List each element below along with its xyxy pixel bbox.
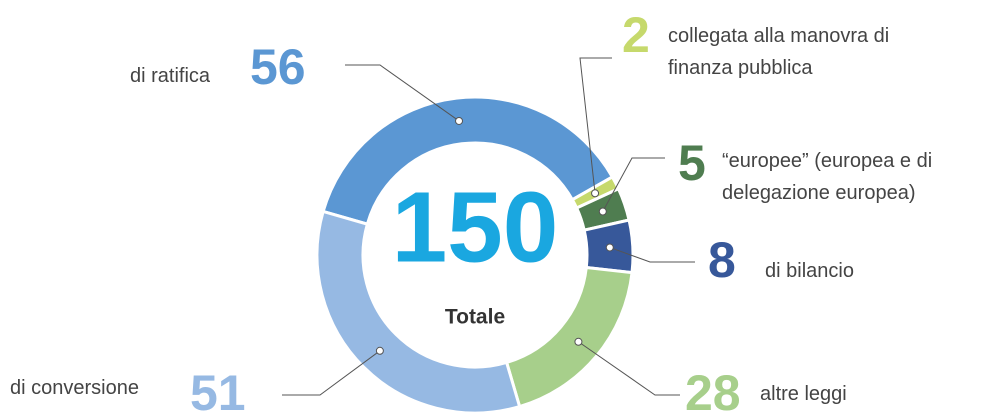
- leader-dot: [375, 346, 384, 355]
- category-label: collegata alla manovra di finanza pubbli…: [668, 25, 890, 79]
- category-label: “europee” (europea e di delegazione euro…: [722, 150, 933, 204]
- category-label: di conversione: [10, 377, 139, 399]
- leader-line: [578, 341, 680, 396]
- value-label: 51: [190, 365, 246, 415]
- leader-line: [282, 350, 381, 396]
- leader-line: [602, 157, 665, 212]
- leader-dot: [591, 189, 600, 198]
- value-label: 8: [708, 232, 736, 288]
- leader-dot: [598, 207, 607, 216]
- donut-segment: [321, 95, 615, 226]
- category-label: di ratifica: [130, 65, 211, 87]
- total: 150: [392, 171, 559, 283]
- value-label: 56: [250, 39, 306, 95]
- value-label: 2: [622, 7, 650, 63]
- leader-dot: [455, 116, 464, 125]
- value-label: 28: [685, 365, 741, 415]
- leader-dot: [574, 337, 583, 346]
- donut-segment: [504, 265, 634, 409]
- leader-line: [609, 246, 695, 263]
- total-label: Totale: [445, 306, 505, 329]
- category-label: di bilancio: [765, 260, 854, 282]
- leader-dot: [605, 243, 614, 252]
- leader-line: [579, 57, 612, 194]
- leader-line: [345, 64, 460, 122]
- category-label: altre leggi: [760, 383, 847, 405]
- donut-segment: [315, 209, 522, 415]
- value-label: 5: [678, 135, 706, 191]
